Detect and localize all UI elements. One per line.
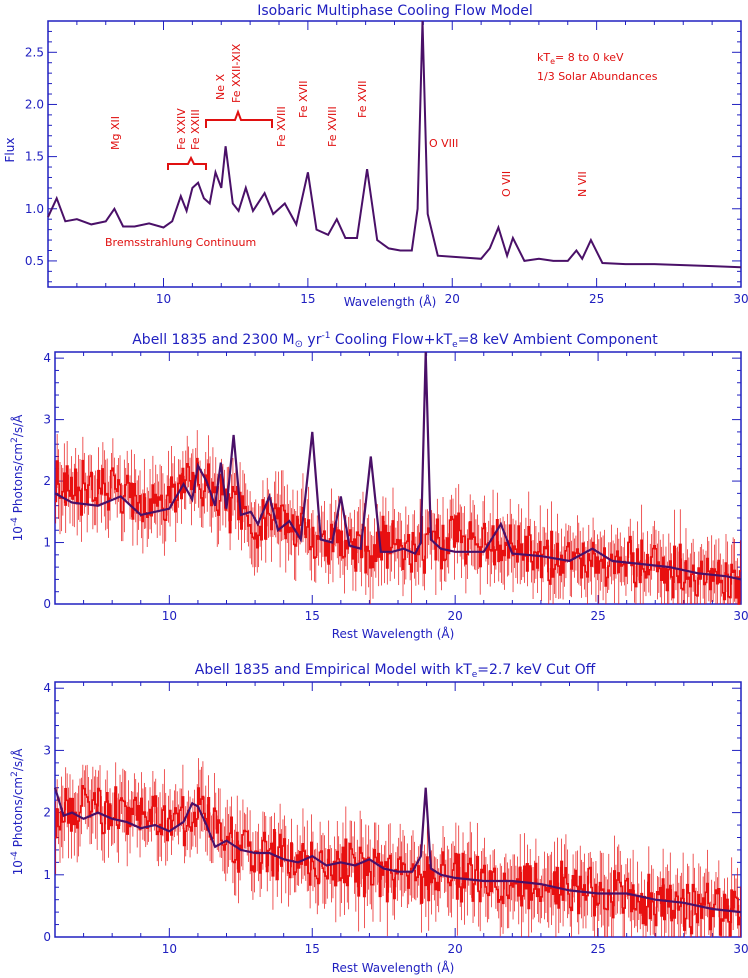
panel2-model-spectrum — [54, 351, 742, 581]
line-label-fe-xxiv: Fe XXIV — [175, 108, 188, 150]
panel3-xtick-label: 10 — [162, 942, 177, 956]
line-label-ne-x: Ne X — [214, 74, 227, 100]
line-label-fe-xvii-1: Fe XVII — [297, 80, 310, 118]
line-label-fe-xviii-1: Fe XVIII — [275, 106, 288, 147]
panel2-xtick-label: 20 — [448, 609, 463, 623]
panel3-xlabel: Rest Wavelength (Å) — [332, 960, 455, 975]
panel1-xtick-label: 20 — [445, 292, 460, 306]
panel3-data-histogram — [55, 785, 741, 937]
panel2-frame — [54, 351, 742, 605]
params-line1: kTe= 8 to 0 keV — [537, 51, 624, 66]
bracket-fe-xxiv-xxiii — [167, 155, 207, 170]
panel2-xtick-label: 15 — [305, 609, 320, 623]
panel2-xtick-label: 10 — [162, 609, 177, 623]
panel3-xtick-label: 25 — [590, 942, 605, 956]
line-label-fe-xxii-xix: Fe XXII-XIX — [230, 43, 243, 103]
panel1-ytick-label: 1.5 — [25, 150, 44, 164]
panel1-ylabel: Flux — [3, 138, 17, 163]
panel3-xtick-label: 30 — [733, 942, 748, 956]
line-label-fe-xxiii: Fe XXIII — [189, 109, 202, 150]
panel1-ytick-label: 2.5 — [25, 45, 44, 59]
panel2-ylabel: 10-4 Photons/cm2/s/Å — [10, 414, 25, 542]
line-label-n-vii: N VII — [576, 171, 589, 197]
panel2-ytick-label: 1 — [43, 536, 51, 550]
panel1-title: Isobaric Multiphase Cooling Flow Model — [257, 3, 533, 19]
line-label-mg-xii: Mg XII — [109, 116, 122, 150]
continuum-label: Bremsstrahlung Continuum — [105, 236, 256, 249]
panel3-xtick-label: 20 — [448, 942, 463, 956]
panel3-title: Abell 1835 and Empirical Model with kTe=… — [195, 662, 596, 680]
params-line2: 1/3 Solar Abundances — [537, 70, 658, 83]
line-label-o-vii: O VII — [500, 171, 513, 197]
panel2-xlabel: Rest Wavelength (Å) — [332, 626, 455, 641]
panel2-ytick-label: 0 — [43, 597, 51, 611]
panel1-xtick-label: 10 — [156, 292, 171, 306]
panel2-xtick-label: 30 — [733, 609, 748, 623]
panel3-xtick-label: 15 — [305, 942, 320, 956]
panel1-xlabel: Wavelength (Å) — [344, 294, 437, 309]
panel1-ytick-label: 2.0 — [25, 97, 44, 111]
panel2-ytick-label: 4 — [43, 351, 51, 365]
plots-layer: 10 15 20 25 300.51.01.52.02.510 15 20 25 3001234… — [25, 20, 748, 956]
panel3-ytick-label: 2 — [43, 806, 51, 820]
panel3-model-spectrum — [53, 787, 742, 914]
panel3-ytick-label: 4 — [43, 681, 51, 695]
panel2-xtick-label: 25 — [590, 609, 605, 623]
panel3-ytick-label: 1 — [43, 868, 51, 882]
panel1-ytick-label: 1.0 — [25, 202, 44, 216]
panel1-ytick-label: 0.5 — [25, 254, 44, 268]
line-label-o-viii: O VIII — [429, 137, 458, 150]
line-label-fe-xviii-2: Fe XVIII — [326, 106, 339, 147]
panel1-xtick-label: 30 — [733, 292, 748, 306]
panel1-xtick-label: 25 — [589, 292, 604, 306]
panel2-ytick-label: 2 — [43, 474, 51, 488]
panel3-ytick-label: 3 — [43, 743, 51, 757]
panel2-ytick-label: 3 — [43, 413, 51, 427]
line-label-fe-xvii-2: Fe XVII — [356, 80, 369, 118]
panel1-xtick-label: 15 — [300, 292, 315, 306]
panel2-data-histogram — [55, 457, 741, 605]
panel2-title: Abell 1835 and 2300 M⊙ yr-1 Cooling Flow… — [132, 331, 658, 350]
panel3-ylabel: 10-4 Photons/cm2/s/Å — [10, 748, 25, 876]
panel3-ytick-label: 0 — [43, 930, 51, 944]
panel1-model-spectrum — [47, 20, 742, 269]
bracket-fe-xxii-xix — [205, 109, 273, 128]
